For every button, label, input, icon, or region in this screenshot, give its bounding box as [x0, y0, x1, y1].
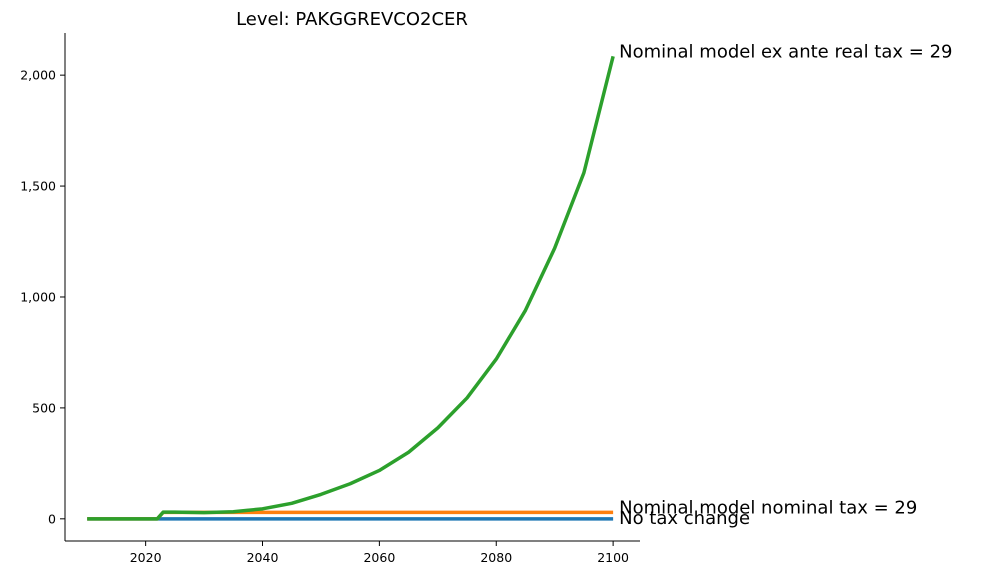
series-layer [87, 55, 615, 521]
axes: 2020 2040 2060 2080 2100 0 500 1,000 1,500 2,000 [20, 33, 640, 565]
series-end-label: Nominal model nominal tax = 29 [619, 497, 917, 518]
series-end-label: Nominal model ex ante real tax = 29 [619, 41, 952, 62]
x-tick-label: 2080 [480, 550, 512, 565]
y-tick-label: 0 [48, 511, 56, 526]
y-tick-label: 2,000 [20, 68, 56, 83]
series-line [87, 55, 615, 521]
x-tick-label: 2020 [130, 550, 162, 565]
y-tick-label: 1,000 [20, 289, 56, 304]
chart-title: Level: PAKGGREVCO2CER [236, 9, 468, 30]
y-tick-label: 500 [32, 400, 56, 415]
series-end-label: No tax change [619, 508, 750, 529]
y-tick-label: 1,500 [20, 179, 56, 194]
x-tick-label: 2100 [597, 550, 629, 565]
x-tick-label: 2040 [247, 550, 279, 565]
x-tick-label: 2060 [363, 550, 395, 565]
